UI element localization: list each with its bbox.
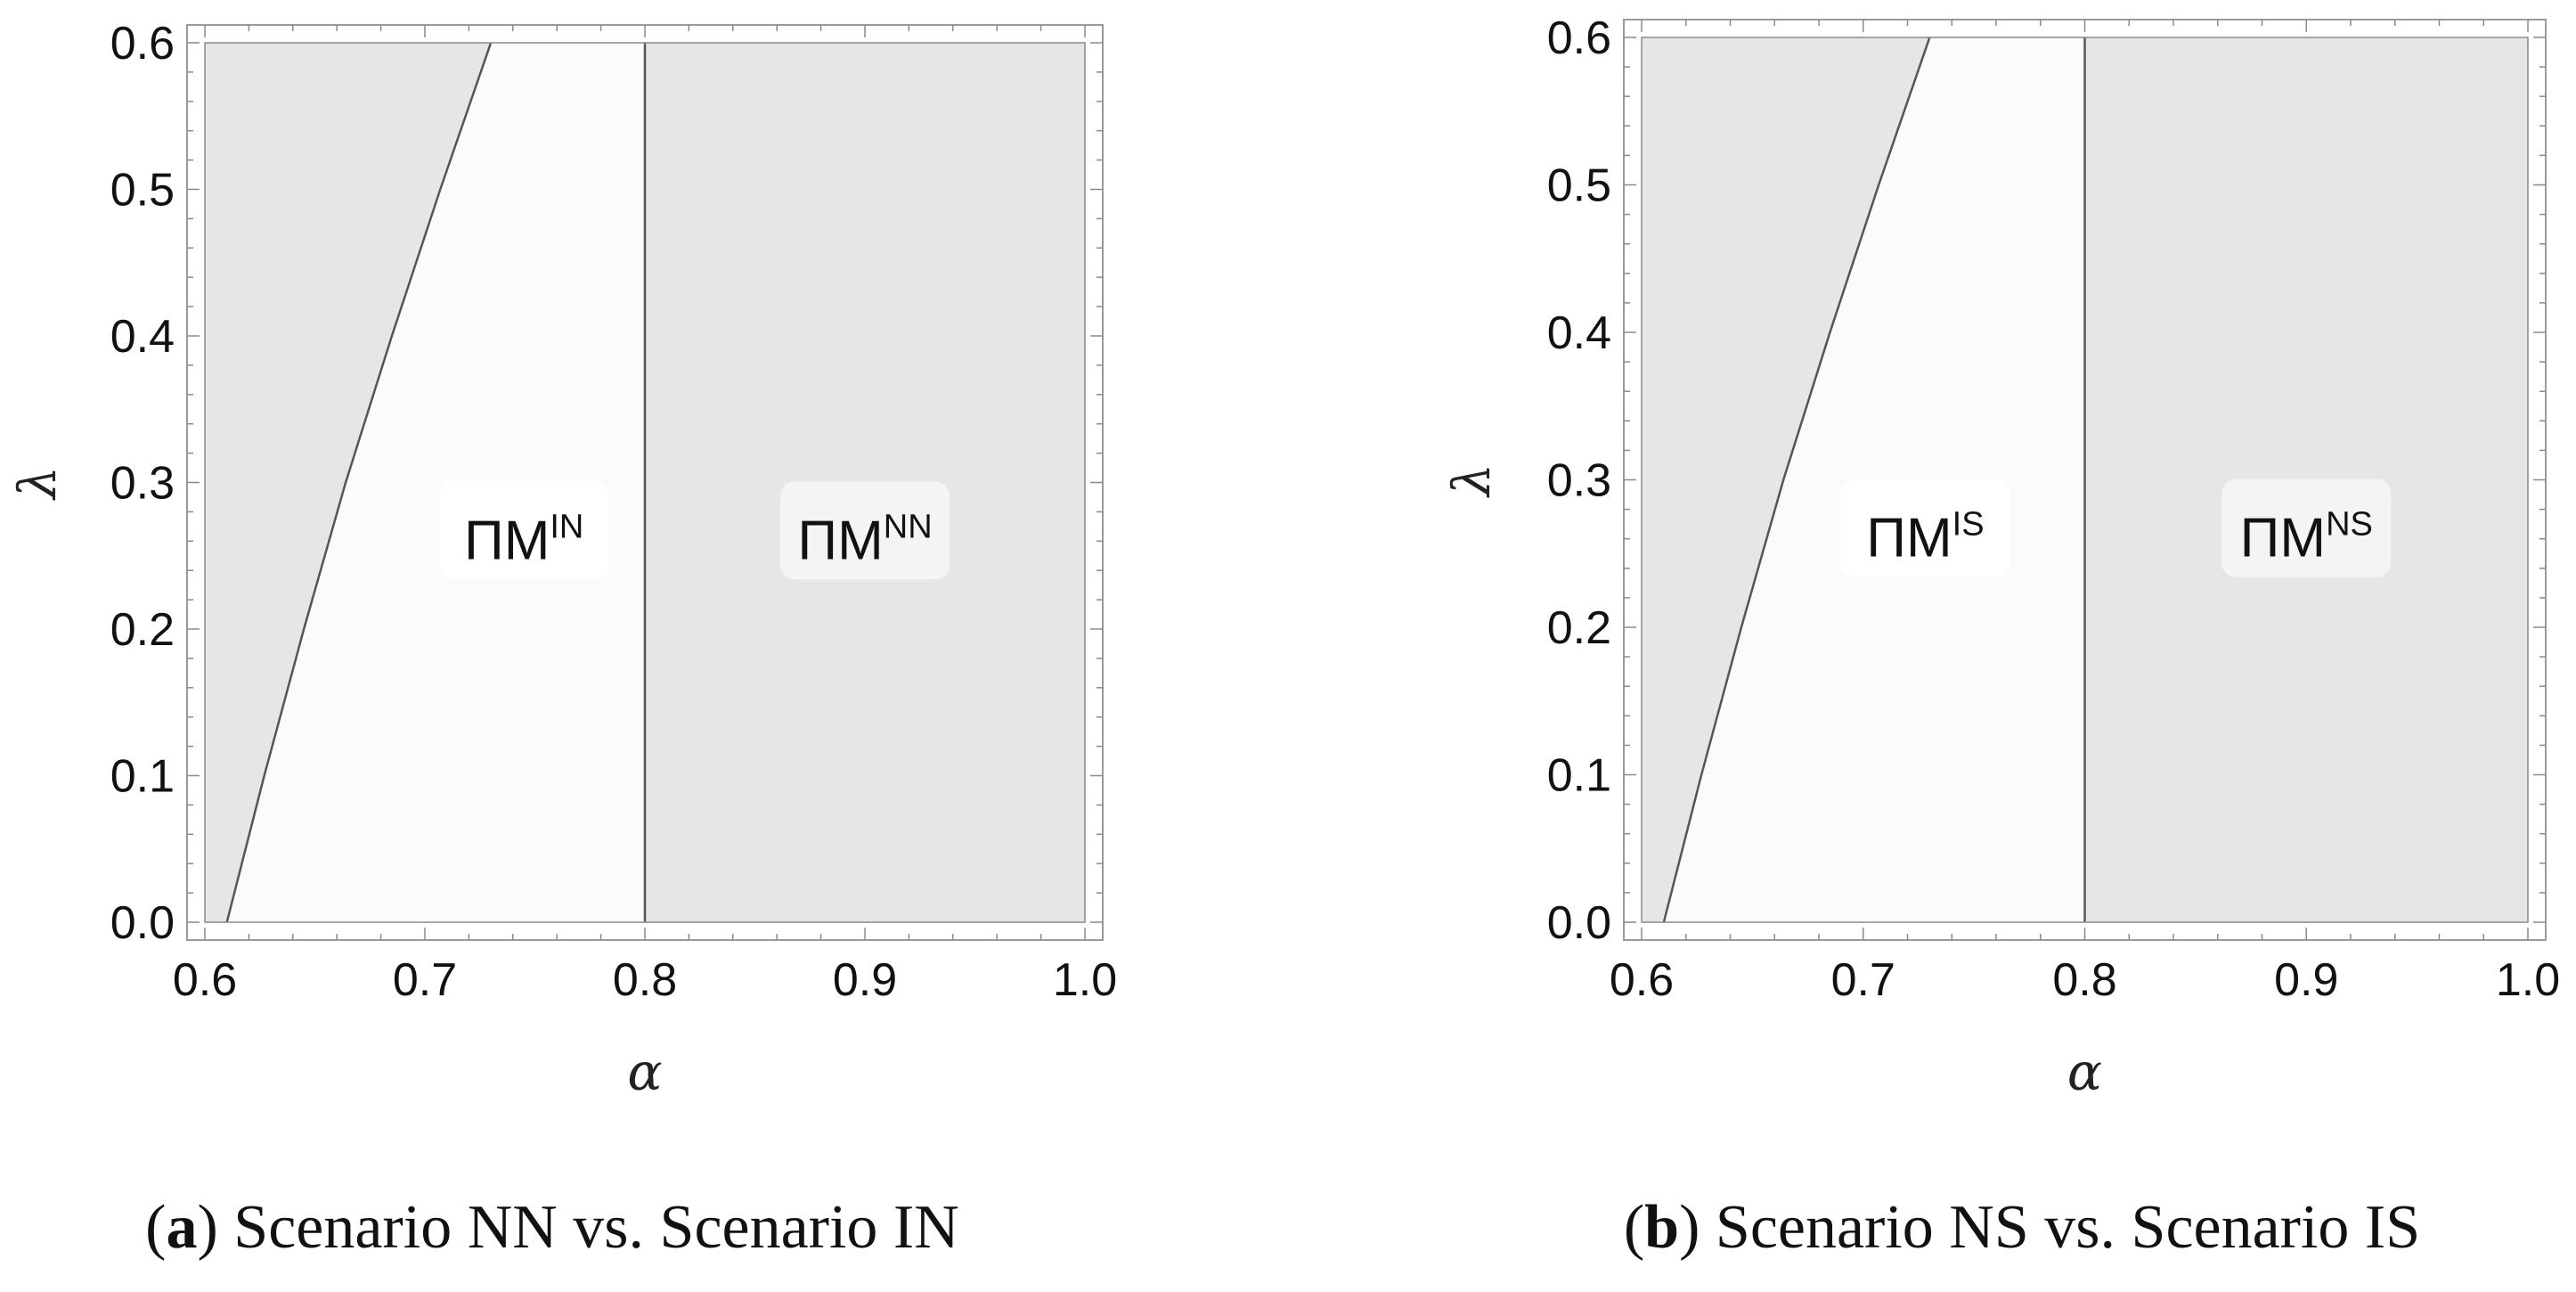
y-tick-label: 0.2 bbox=[1547, 602, 1611, 654]
caption-tag: a bbox=[166, 1193, 197, 1262]
x-tick-label: 0.6 bbox=[173, 954, 237, 1006]
caption-close-paren: ) bbox=[1679, 1193, 1700, 1262]
x-tick-label: 0.6 bbox=[1610, 954, 1674, 1006]
x-axis-title: α bbox=[627, 1042, 662, 1102]
region-label-box bbox=[439, 481, 609, 580]
x-tick-label: 0.8 bbox=[613, 954, 677, 1006]
y-tick-label: 0.1 bbox=[110, 751, 175, 803]
region-label-base: ΠM bbox=[464, 510, 550, 571]
region-label-base: ΠM bbox=[1866, 508, 1952, 569]
x-tick-label: 0.7 bbox=[1831, 954, 1895, 1006]
y-tick-label: 0.1 bbox=[1547, 750, 1611, 802]
panel-b: 0.6 0.7 0.8 0.9 1.0 0.0 0.1 0.2 0.3 0.4 0.5 0.6 α λ ΠM… bbox=[1441, 12, 2560, 1262]
y-tick-label: 0.0 bbox=[110, 897, 175, 949]
boundary-curve bbox=[225, 42, 493, 923]
caption-open-paren: ( bbox=[1624, 1193, 1644, 1262]
panel-caption: (a) Scenario NN vs. Scenario IN bbox=[145, 1193, 959, 1262]
caption-open-paren: ( bbox=[145, 1193, 166, 1262]
x-tick-label: 0.7 bbox=[393, 954, 457, 1006]
y-tick-label: 0.3 bbox=[110, 458, 175, 510]
y-tick-label: 0.4 bbox=[1547, 307, 1611, 359]
region-label: ΠMNN bbox=[797, 508, 932, 571]
y-tick-label: 0.2 bbox=[110, 604, 175, 656]
plot-area bbox=[204, 42, 1086, 923]
x-tick-label: 0.9 bbox=[2274, 954, 2338, 1006]
y-tick-label: 0.5 bbox=[110, 165, 175, 217]
y-tick-label: 0.0 bbox=[1547, 897, 1611, 949]
region-label-sup: IS bbox=[1952, 506, 1985, 544]
region-label: ΠMNS bbox=[2240, 506, 2373, 569]
y-axis-title: λ bbox=[1441, 463, 1502, 498]
panel-caption: (b) Scenario NS vs. Scenario IS bbox=[1624, 1193, 2420, 1262]
region-label-base: ΠM bbox=[797, 510, 883, 571]
y-tick-label: 0.6 bbox=[1547, 12, 1611, 64]
region-label-box bbox=[780, 481, 950, 580]
caption-text: Scenario NS vs. Scenario IS bbox=[1700, 1193, 2420, 1262]
y-tick-label: 0.6 bbox=[110, 18, 175, 70]
caption-close-paren: ) bbox=[197, 1193, 217, 1262]
caption-tag: b bbox=[1644, 1193, 1679, 1262]
boundary-curve bbox=[1662, 37, 1931, 923]
x-tick-label: 1.0 bbox=[2496, 954, 2560, 1006]
region-label-sup: IN bbox=[550, 508, 583, 545]
panel-a: 0.6 0.7 0.8 0.9 1.0 0.0 0.1 0.2 0.3 0.4 0.5 0.6 α λ ΠM… bbox=[7, 18, 1117, 1262]
y-tick-label: 0.3 bbox=[1547, 455, 1611, 507]
x-tick-label: 0.8 bbox=[2052, 954, 2116, 1006]
caption-text: Scenario NN vs. Scenario IN bbox=[218, 1193, 959, 1262]
y-tick-label: 0.5 bbox=[1547, 160, 1611, 212]
x-tick-label: 0.9 bbox=[833, 954, 897, 1006]
region-label: ΠMIS bbox=[1866, 506, 1984, 569]
light-region bbox=[226, 43, 645, 922]
region-label: ΠMIN bbox=[464, 508, 583, 571]
region-label-box bbox=[2221, 478, 2392, 577]
region-label-box bbox=[1840, 478, 2010, 577]
region-label-base: ΠM bbox=[2240, 508, 2326, 569]
y-tick-label: 0.4 bbox=[110, 311, 175, 363]
y-axis-title: λ bbox=[7, 466, 68, 501]
plot-area bbox=[1641, 37, 2529, 923]
x-tick-label: 1.0 bbox=[1053, 954, 1117, 1006]
region-label-sup: NN bbox=[884, 508, 933, 545]
x-axis-title: α bbox=[2067, 1042, 2102, 1102]
region-label-sup: NS bbox=[2326, 506, 2373, 544]
